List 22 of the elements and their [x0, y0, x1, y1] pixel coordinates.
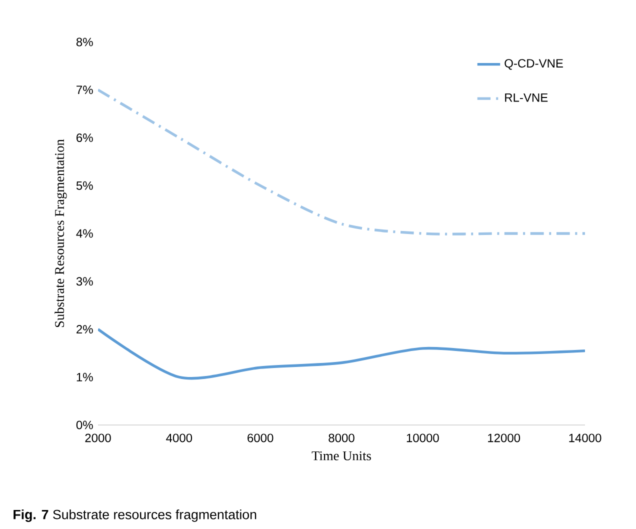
x-tick-label: 14000	[569, 434, 602, 442]
y-tick-label: 5%	[76, 181, 93, 190]
legend-label: Q-CD-VNE	[504, 58, 563, 70]
y-axis-title: Substrate Resources Fragmentation	[54, 139, 67, 327]
y-tick-label: 3%	[76, 276, 93, 286]
x-tick-label: 2000	[85, 434, 111, 442]
x-tick-label: 12000	[488, 434, 520, 442]
x-axis-title: Time Units	[312, 451, 371, 460]
text: Fig. 7 Substrate resources fragmentation	[14, 509, 256, 522]
y-tick-label: 0%	[76, 420, 93, 430]
y-tick-label: 8%	[76, 38, 93, 46]
legend-label: RL-VNE	[505, 93, 548, 102]
x-tick-label: 4000	[166, 434, 192, 442]
y-tick-label: 4%	[76, 229, 93, 238]
line-series	[98, 88, 585, 236]
y-tick-label: 6%	[76, 133, 93, 142]
x-tick-label: 8000	[328, 434, 354, 442]
y-tick-label: 1%	[76, 372, 93, 382]
x-tick-label: 6000	[248, 434, 274, 442]
y-tick-label: 2%	[76, 324, 93, 334]
y-tick-label: 7%	[76, 86, 93, 94]
x-tick-label: 10000	[406, 434, 439, 442]
